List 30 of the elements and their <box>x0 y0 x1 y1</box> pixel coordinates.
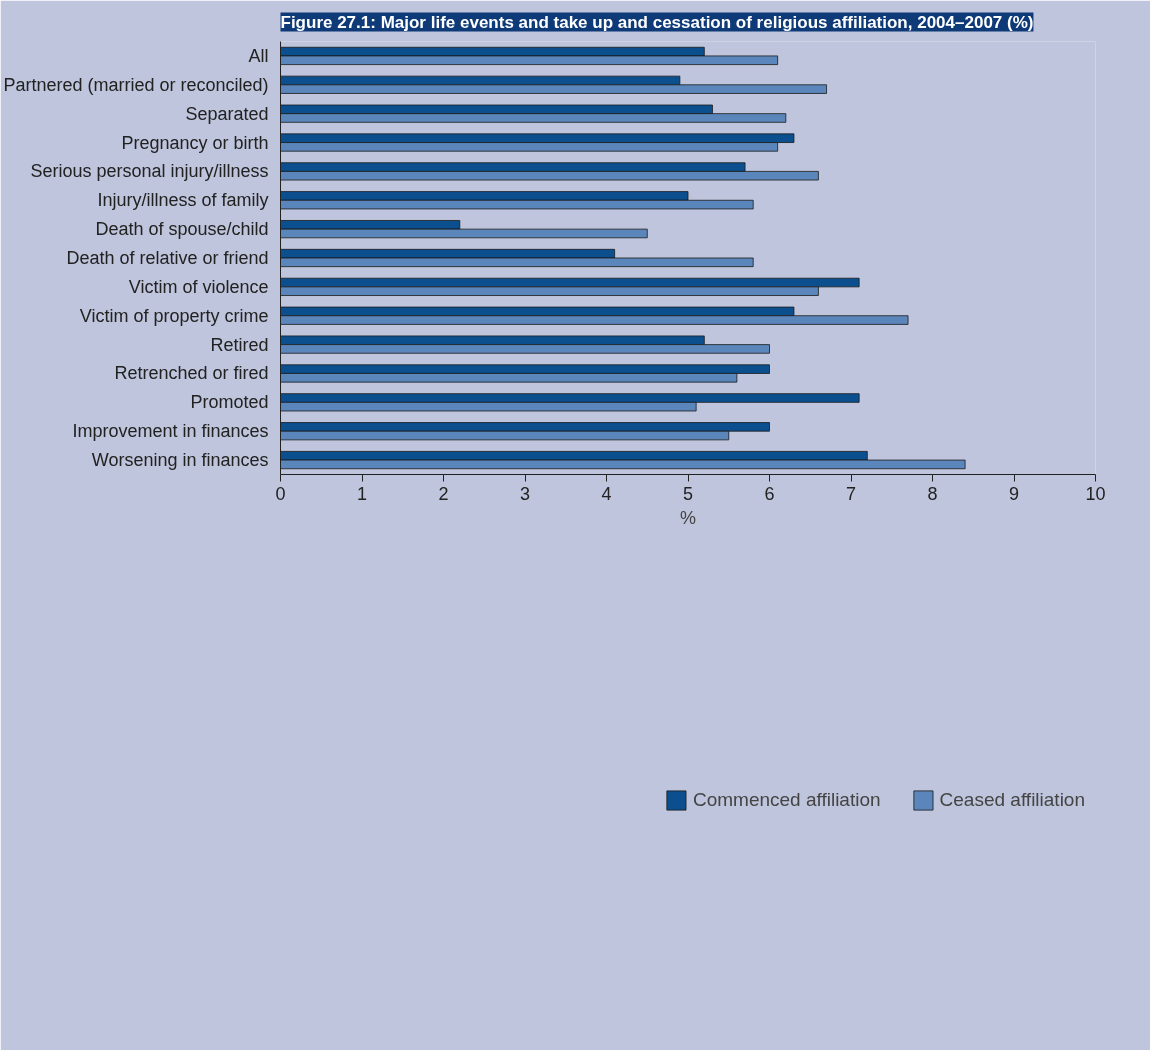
y-tick-label: Victim of property crime <box>79 305 269 326</box>
x-tick-label: 3 <box>519 483 531 504</box>
x-tick-label: 6 <box>764 483 775 504</box>
y-tick-label: Pregnancy or birth <box>121 132 269 153</box>
y-tick-label: Victim of violence <box>128 276 269 297</box>
y-tick-label: Retrenched or fired <box>114 363 269 384</box>
x-tick-label: 0 <box>275 483 286 504</box>
legend-label: Commenced affiliation <box>692 789 881 811</box>
x-tick-label: 4 <box>601 483 612 504</box>
x-tick-label: 10 <box>1085 483 1106 504</box>
y-tick-label: Improvement in finances <box>72 421 269 442</box>
x-tick-label: 5 <box>682 483 694 504</box>
y-tick-label: Worsening in finances <box>91 450 269 471</box>
y-tick-label: Partnered (married or reconciled) <box>3 74 269 95</box>
y-tick-label: Retired <box>210 334 269 355</box>
x-tick-label: 2 <box>438 483 449 504</box>
chart-title: Figure 27.1: Major life events and take up and cessation of religious affiliation, 2004–2007 (%) <box>280 12 1034 32</box>
x-tick-label: 8 <box>927 483 938 504</box>
y-tick-label: Separated <box>185 103 269 124</box>
y-tick-label: All <box>248 45 269 66</box>
y-tick-label: Death of spouse/child <box>95 219 269 240</box>
x-tick-label: 1 <box>356 483 368 504</box>
x-tick-label: 9 <box>1008 483 1020 504</box>
y-tick-label: Serious personal injury/illness <box>30 161 269 182</box>
y-tick-label: Promoted <box>190 392 269 413</box>
legend-label: Ceased affiliation <box>939 789 1085 811</box>
x-tick-label: 7 <box>845 483 857 504</box>
y-tick-label: Injury/illness of family <box>97 190 269 211</box>
x-axis-title: % <box>680 507 697 528</box>
y-tick-label: Death of relative or friend <box>66 248 269 268</box>
